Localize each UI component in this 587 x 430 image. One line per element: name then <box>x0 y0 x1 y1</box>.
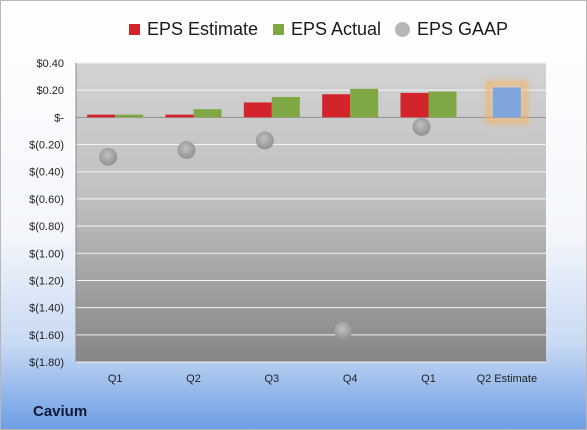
x-tick-label: Q3 <box>264 373 279 385</box>
y-tick-label: $(1.00) <box>29 248 64 260</box>
point-eps-gaap <box>99 147 118 166</box>
point-eps-gaap <box>412 117 431 136</box>
x-axis: Q1 Q2 Q3 Q4 Q1 Q2 Estimate <box>108 373 537 385</box>
bar-eps-actual <box>428 91 457 118</box>
bar-eps-actual <box>115 114 144 118</box>
y-tick-label: $- <box>54 112 64 124</box>
legend-swatch-eps-actual <box>273 23 284 35</box>
y-tick-label: $(0.60) <box>29 194 64 206</box>
y-tick-label: $0.40 <box>36 58 64 70</box>
legend-item-eps-actual: EPS Actual <box>273 17 381 41</box>
y-tick-label: $(0.40) <box>29 167 64 179</box>
bar-eps-estimate <box>165 114 194 118</box>
point-eps-gaap <box>334 321 353 340</box>
legend-label-eps-gaap: EPS GAAP <box>417 18 509 39</box>
bar-eps-estimate <box>87 114 116 118</box>
y-tick-label: $(0.20) <box>29 140 64 152</box>
y-tick-label: $(1.20) <box>29 275 64 287</box>
legend-label-eps-estimate: EPS Estimate <box>147 18 259 39</box>
bars <box>87 80 528 124</box>
gridlines <box>75 62 546 363</box>
bar-eps-actual <box>350 88 379 118</box>
y-tick-label: $(0.80) <box>29 221 64 233</box>
plot-area <box>76 63 546 362</box>
y-axis: $0.40 $0.20 $- $(0.20) $(0.40) $(0.60) $(0.80)… <box>29 58 64 369</box>
legend: EPS Estimate EPS Actual EPS GAAP <box>1 17 586 41</box>
forecast-glow <box>486 80 528 124</box>
legend-label-eps-actual: EPS Actual <box>291 18 382 39</box>
y-tick-label: $0.20 <box>36 85 64 97</box>
bar-eps-actual <box>271 96 300 118</box>
x-tick-label: Q2 <box>186 373 201 385</box>
x-tick-label: Q2 Estimate <box>477 373 538 385</box>
y-tick-label: $(1.40) <box>29 303 64 315</box>
legend-item-eps-gaap: EPS GAAP <box>395 17 508 41</box>
legend-item-eps-estimate: EPS Estimate <box>129 17 258 41</box>
x-tick-label: Q1 <box>421 373 436 385</box>
bar-eps-estimate <box>400 92 429 118</box>
bar-eps-estimate <box>243 102 272 118</box>
x-tick-label: Q1 <box>108 373 123 385</box>
bar-eps-actual <box>193 109 222 118</box>
legend-swatch-eps-estimate <box>129 23 140 35</box>
x-tick-label: Q4 <box>343 373 358 385</box>
point-eps-gaap <box>255 131 274 150</box>
company-name: Cavium <box>33 403 88 420</box>
bar-forecast-estimate <box>492 87 521 118</box>
bar-eps-estimate <box>322 94 351 118</box>
point-eps-gaap <box>177 140 196 159</box>
legend-swatch-eps-gaap <box>395 21 410 37</box>
y-tick-label: $(1.80) <box>29 357 64 369</box>
gaap-points <box>99 117 431 340</box>
y-tick-label: $(1.60) <box>29 330 64 342</box>
